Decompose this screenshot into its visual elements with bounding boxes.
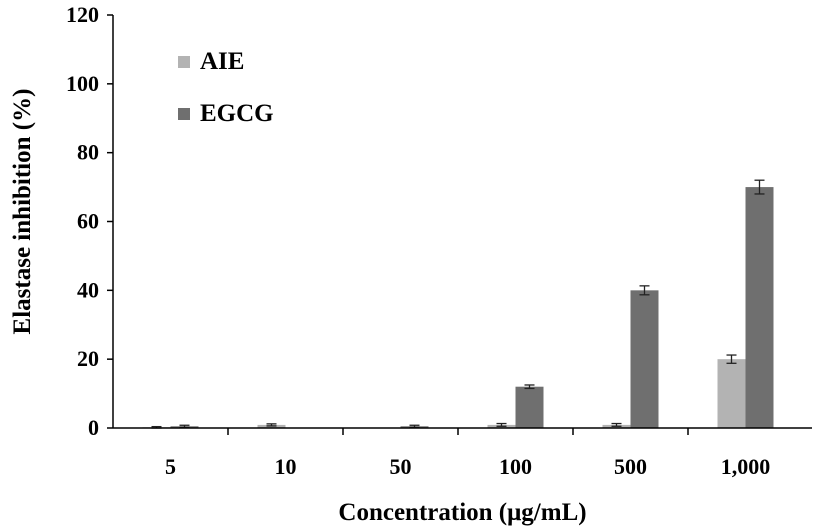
y-tick-label: 120 bbox=[66, 2, 99, 27]
y-axis-ticks: 0 20 40 60 80 100 120 bbox=[66, 2, 113, 440]
legend-swatch-egcg bbox=[178, 108, 190, 120]
y-tick-label: 20 bbox=[77, 346, 99, 371]
x-tick-label: 100 bbox=[499, 454, 532, 479]
bar-egcg bbox=[630, 290, 659, 428]
x-axis-ticks: 5 10 50 100 500 1,000 bbox=[165, 428, 770, 479]
bar-egcg bbox=[515, 386, 544, 428]
x-tick-label: 5 bbox=[165, 454, 176, 479]
y-tick-label: 60 bbox=[77, 209, 99, 234]
x-axis-title: Concentration (μg/mL) bbox=[338, 499, 586, 526]
x-tick-label: 1,000 bbox=[721, 454, 771, 479]
y-axis-title: Elastase inhibition (%) bbox=[9, 89, 36, 335]
y-tick-label: 100 bbox=[66, 71, 99, 96]
error-bars bbox=[151, 179, 765, 429]
y-tick-label: 40 bbox=[77, 277, 99, 302]
legend: AIE EGCG bbox=[178, 48, 274, 127]
bar-aie bbox=[717, 359, 746, 428]
x-tick-label: 500 bbox=[614, 454, 647, 479]
legend-swatch-aie bbox=[178, 56, 190, 68]
x-tick-label: 10 bbox=[275, 454, 297, 479]
bar-egcg bbox=[745, 187, 774, 428]
bars bbox=[142, 187, 774, 428]
y-tick-label: 0 bbox=[88, 415, 99, 440]
x-tick-label: 50 bbox=[390, 454, 412, 479]
legend-label-egcg: EGCG bbox=[200, 100, 274, 127]
y-tick-label: 80 bbox=[77, 140, 99, 165]
axes bbox=[112, 15, 812, 429]
legend-label-aie: AIE bbox=[200, 48, 244, 75]
